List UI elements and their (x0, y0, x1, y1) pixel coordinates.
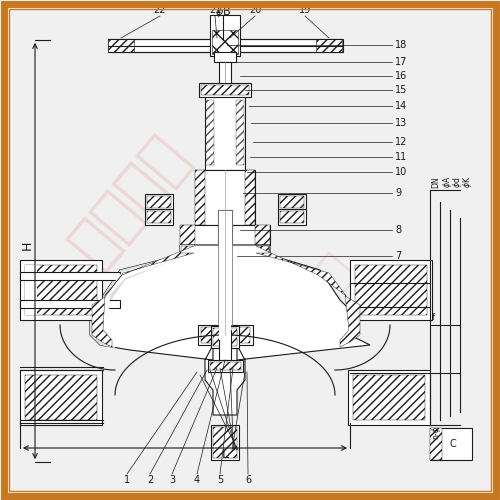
Bar (213, 427, 237, 458)
Bar (25, 375, 97, 420)
Text: 上海永龙: 上海永龙 (60, 125, 200, 275)
Bar (25, 265, 97, 315)
Bar (195, 170, 255, 225)
Text: 16: 16 (395, 71, 407, 81)
Bar (430, 428, 442, 460)
Bar (205, 95, 245, 170)
Bar (280, 211, 304, 223)
Bar (350, 260, 432, 320)
Text: 8: 8 (395, 225, 401, 235)
Bar (219, 330, 231, 360)
Text: 12: 12 (395, 137, 407, 147)
Text: 15: 15 (395, 85, 407, 95)
Bar (210, 15, 240, 56)
Bar (219, 62, 231, 95)
Bar (219, 245, 231, 340)
Bar (213, 328, 237, 346)
Bar (206, 100, 214, 165)
Text: f: f (432, 313, 435, 322)
Bar (218, 210, 232, 325)
Text: 5: 5 (217, 475, 223, 485)
Bar (147, 196, 171, 208)
Polygon shape (256, 246, 360, 347)
Bar (236, 100, 244, 165)
Text: H: H (20, 240, 34, 250)
Polygon shape (92, 246, 194, 347)
Bar (218, 210, 232, 325)
Polygon shape (90, 245, 192, 348)
Text: 1: 1 (124, 475, 130, 485)
Text: 14: 14 (395, 101, 407, 111)
Text: 22: 22 (154, 5, 166, 15)
Bar (20, 272, 120, 280)
Text: 20: 20 (249, 5, 261, 15)
Text: 18: 18 (395, 40, 407, 50)
Text: $\phi$d: $\phi$d (451, 177, 464, 188)
Bar (199, 83, 251, 97)
Bar (20, 300, 120, 308)
Bar (201, 85, 249, 95)
Bar (195, 170, 205, 225)
Text: L: L (222, 448, 228, 460)
Bar (180, 225, 270, 245)
Text: C: C (450, 439, 456, 449)
Text: 11: 11 (395, 152, 407, 162)
Bar (211, 326, 239, 348)
Text: 3: 3 (169, 475, 175, 485)
Text: 4: 4 (194, 475, 200, 485)
Bar (355, 265, 427, 315)
Bar (180, 225, 195, 245)
Text: 6: 6 (245, 475, 251, 485)
Text: $\phi$B: $\phi$B (215, 5, 231, 19)
Bar (348, 370, 430, 425)
Text: 7: 7 (395, 251, 401, 261)
Bar (280, 196, 304, 208)
Text: 9: 9 (395, 188, 401, 198)
Bar (147, 211, 171, 223)
Bar (353, 375, 425, 420)
Bar (198, 325, 253, 345)
Bar (20, 370, 102, 425)
Polygon shape (90, 245, 370, 415)
Text: 13: 13 (395, 118, 407, 128)
Text: 19: 19 (299, 5, 311, 15)
Bar (208, 360, 243, 372)
Text: 2: 2 (147, 475, 153, 485)
Text: 17: 17 (395, 57, 407, 67)
Text: DN: DN (431, 176, 440, 188)
Polygon shape (92, 245, 194, 347)
Bar (201, 327, 250, 343)
Bar (145, 209, 173, 225)
Text: 10: 10 (395, 167, 407, 177)
Text: n-$\phi$: n-$\phi$ (430, 426, 443, 440)
Bar (212, 30, 238, 54)
Bar (210, 362, 241, 370)
Bar (430, 428, 472, 460)
Bar (25, 265, 37, 315)
Bar (108, 39, 343, 52)
Bar (278, 209, 306, 225)
Bar (145, 194, 173, 210)
Bar (214, 52, 236, 62)
Text: $\phi$K: $\phi$K (461, 176, 474, 188)
Bar (278, 194, 306, 210)
Bar (108, 39, 134, 52)
Bar (255, 225, 270, 245)
Bar (245, 170, 255, 225)
Bar (211, 425, 239, 460)
Text: 21: 21 (209, 5, 221, 15)
Text: 上海永龙: 上海永龙 (259, 245, 361, 355)
Bar (20, 260, 102, 320)
Text: $\phi$A: $\phi$A (441, 176, 454, 188)
Bar (316, 39, 342, 52)
